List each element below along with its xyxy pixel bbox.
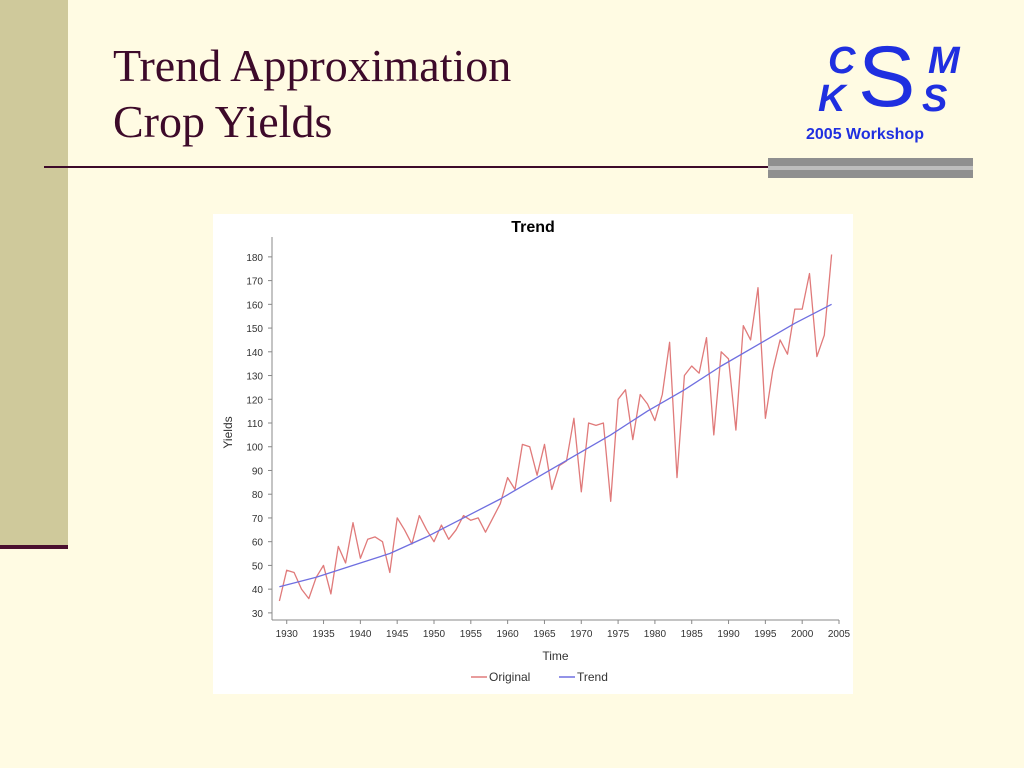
y-tick-label: 60 (252, 538, 264, 549)
trend-chart-panel: Trend 30 40 50 60 70 80 90 100 110 120 130 140 150 160… (213, 214, 853, 694)
y-tick-label: 40 (252, 585, 264, 596)
csm-ks-logo: C K S M S 2005 Workshop (800, 29, 970, 148)
x-tick-label: 1985 (681, 629, 704, 640)
x-tick-label: 2000 (791, 629, 814, 640)
sidebar-underline (0, 545, 68, 549)
series-line-trend (279, 303, 832, 588)
logo-letter-s: S (922, 78, 948, 120)
logo-letter-k: K (818, 78, 846, 120)
series-line-original (278, 254, 833, 602)
chart-title: Trend (511, 219, 555, 236)
y-tick-label: 100 (246, 443, 263, 454)
x-tick-label: 1970 (570, 629, 593, 640)
x-tick-label: 1930 (276, 629, 299, 640)
y-tick-label: 160 (246, 300, 263, 311)
x-tick-label: 1995 (754, 629, 777, 640)
x-tick-label: 1960 (497, 629, 520, 640)
y-tick-label: 110 (247, 419, 263, 430)
sidebar-decoration (0, 0, 68, 546)
legend-label-trend: Trend (577, 670, 608, 684)
y-tick-label: 120 (246, 395, 263, 406)
x-tick-label: 1955 (460, 629, 483, 640)
y-tick-label: 170 (246, 277, 263, 288)
logo-workshop-caption: 2005 Workshop (806, 126, 924, 143)
x-tick-label: 1945 (386, 629, 409, 640)
legend-label-original: Original (489, 670, 530, 684)
title-divider (44, 166, 844, 168)
x-tick-label: 1935 (312, 629, 335, 640)
y-tick-label: 90 (252, 466, 264, 477)
y-tick-label: 130 (246, 372, 263, 383)
y-tick-label: 50 (252, 561, 264, 572)
x-tick-label: 1940 (349, 629, 372, 640)
logo-letter-m: M (928, 40, 960, 82)
x-tick-label: 1980 (644, 629, 667, 640)
x-tick-label: 1990 (717, 629, 740, 640)
title-line-1: Trend Approximation (113, 40, 512, 91)
x-tick-label: 1965 (533, 629, 556, 640)
trend-chart: Trend 30 40 50 60 70 80 90 100 110 120 130 140 150 160… (221, 219, 851, 684)
x-tick-label: 1975 (607, 629, 630, 640)
logo-letter-big-s: S (858, 29, 916, 125)
y-tick-label: 30 (252, 609, 264, 620)
x-axis-label: Time (542, 649, 569, 663)
title-line-2: Crop Yields (113, 96, 333, 147)
slide-title: Trend Approximation Crop Yields (113, 38, 511, 150)
y-tick-label: 150 (246, 324, 263, 335)
y-tick-label: 140 (246, 348, 263, 359)
divider-accent-bar (768, 158, 973, 178)
x-tick-label: 1950 (423, 629, 446, 640)
y-axis-label: Yields (221, 416, 235, 448)
y-tick-label: 180 (246, 253, 263, 264)
logo-letter-c: C (828, 40, 856, 82)
y-tick-label: 80 (252, 490, 264, 501)
y-tick-label: 70 (252, 514, 264, 525)
x-tick-label: 2005 (828, 629, 851, 640)
